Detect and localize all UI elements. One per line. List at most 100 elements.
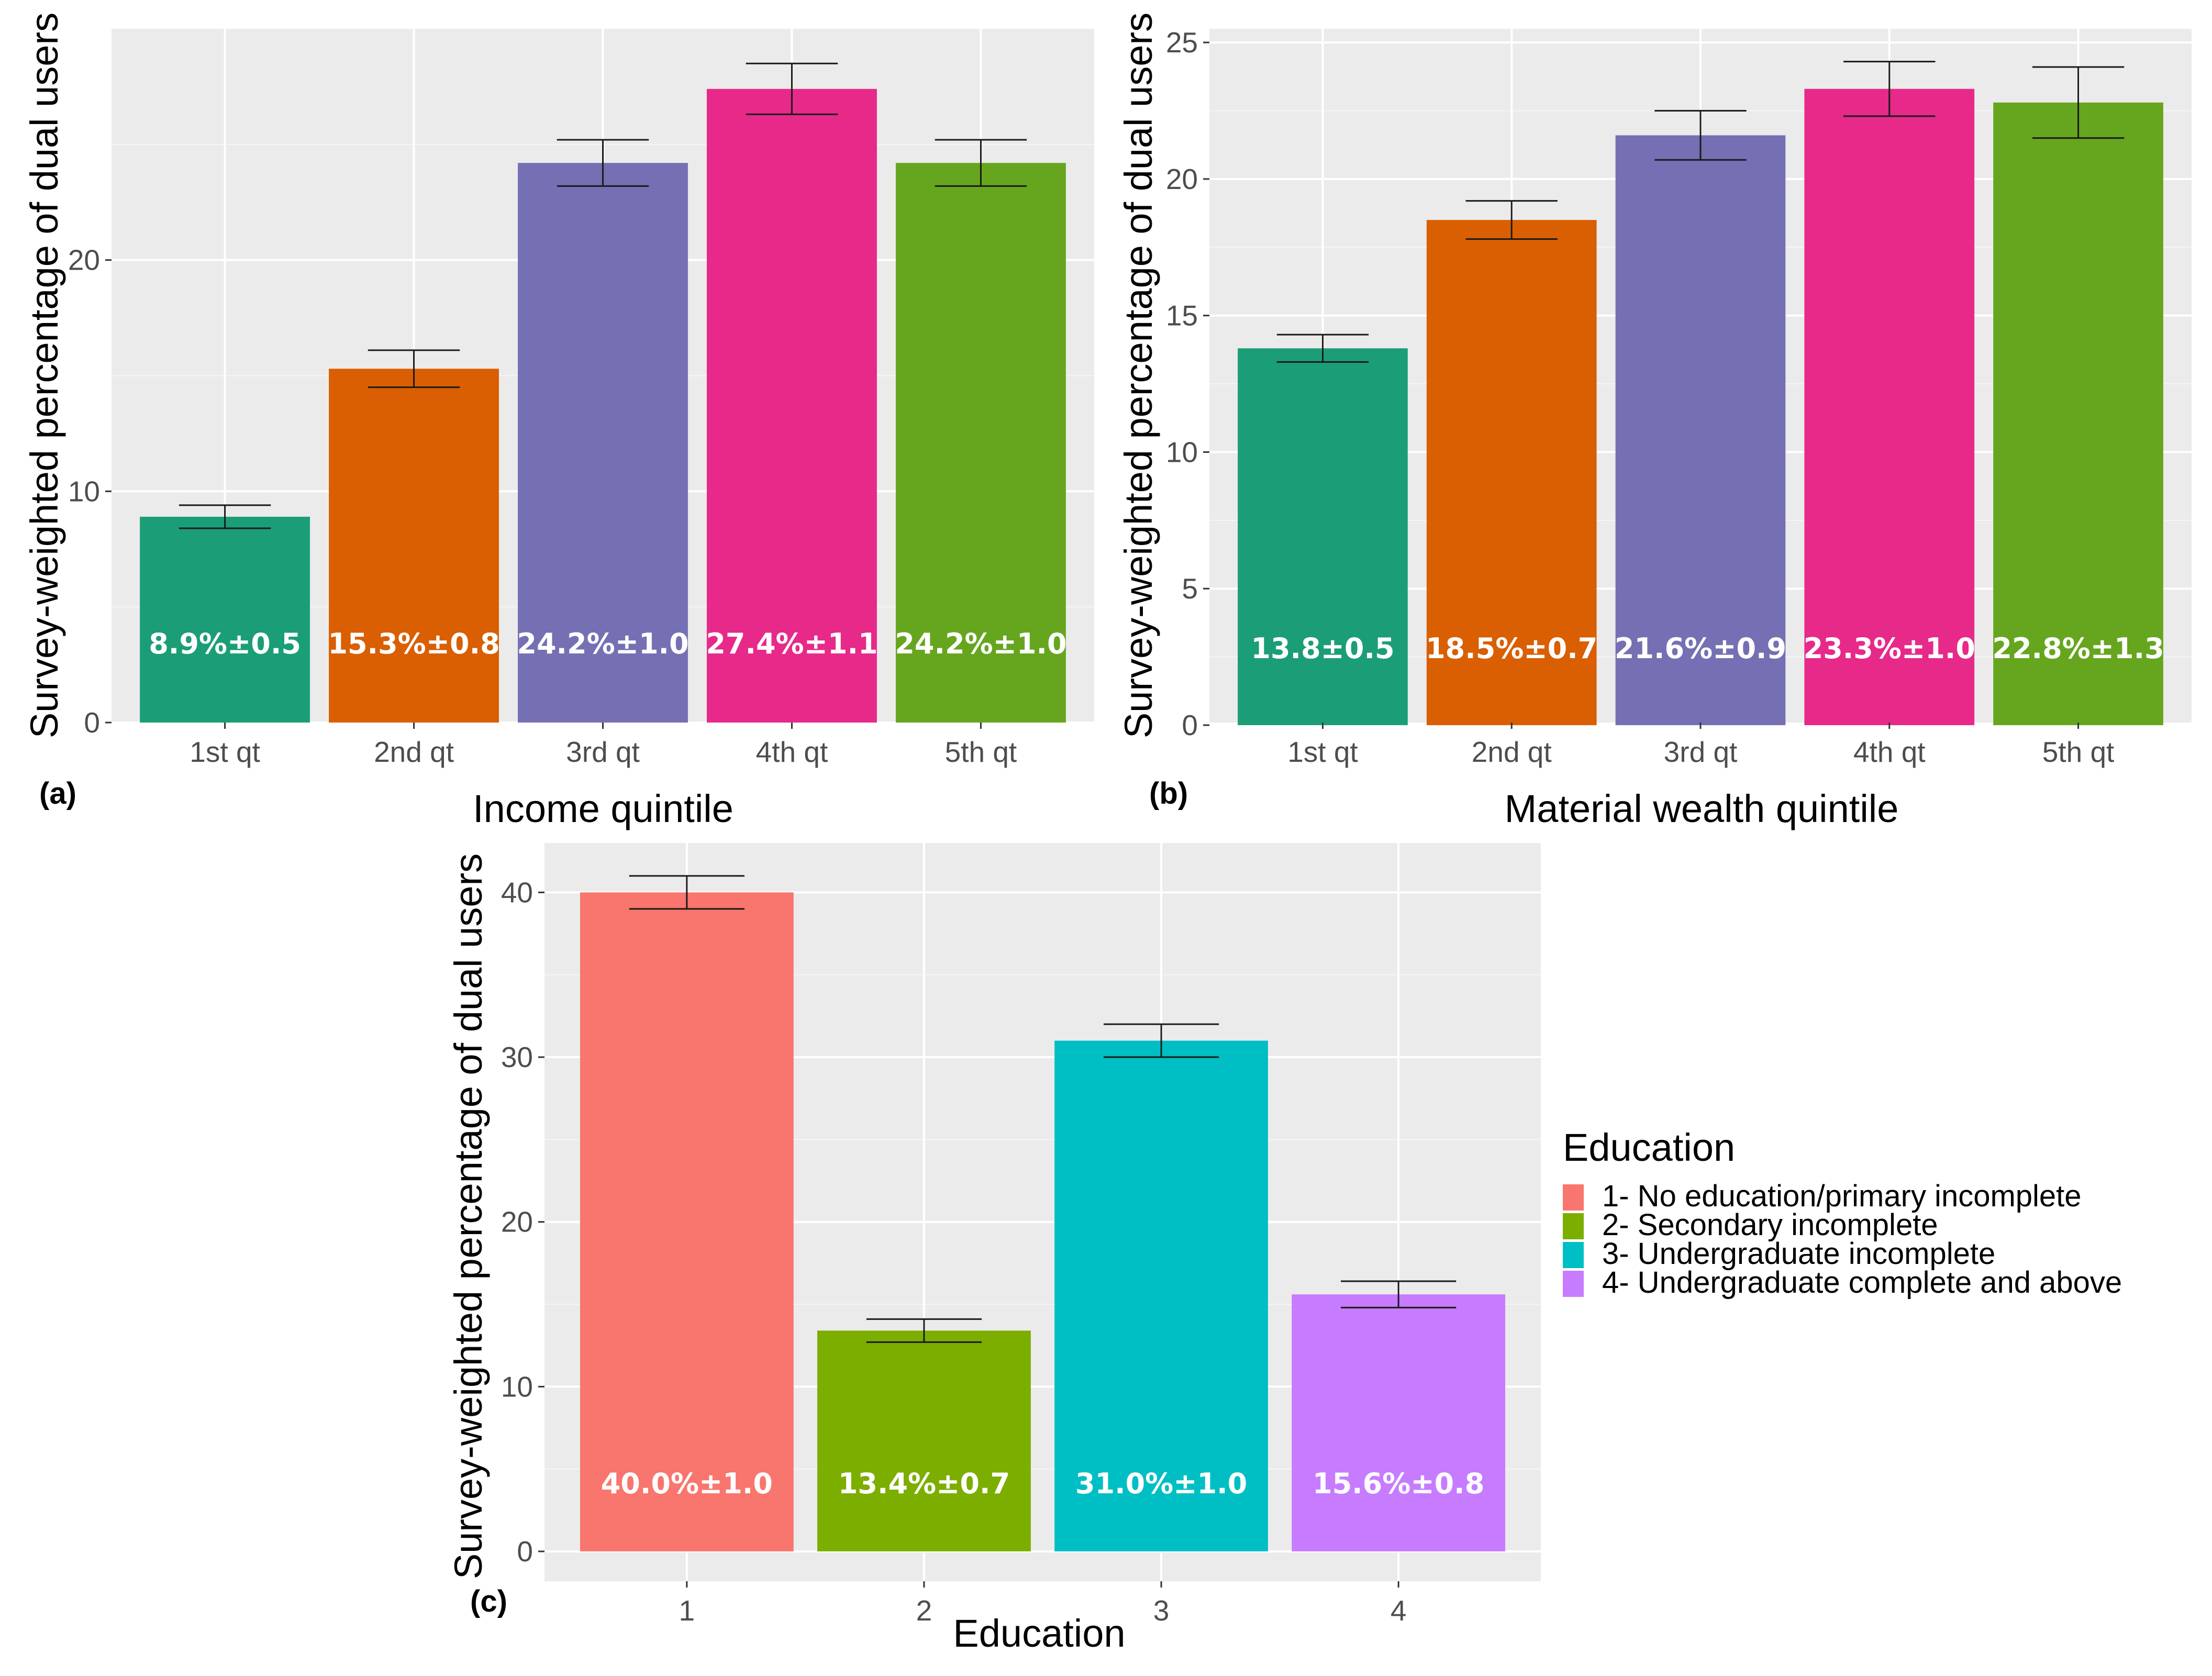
error-bar [368, 349, 460, 389]
error-bar [1465, 200, 1558, 240]
x-axis-title-a: Income quintile [473, 787, 733, 830]
legend-label: 1- No education/primary incomplete [1602, 1179, 2082, 1213]
data-label: 21.6%±0.9 [1615, 632, 1786, 665]
x-axis-b: 1st qt 2nd qt 3rd qt 4th qt 5th qt [1287, 723, 2114, 768]
panel-tag-c: (c) [470, 1584, 507, 1618]
y-axis-a: 0 10 20 [68, 244, 112, 739]
error-bar [1341, 1280, 1457, 1308]
legend-swatch [1563, 1242, 1584, 1268]
data-label: 8.9%±0.5 [149, 627, 301, 660]
x-axis-a: 1st qt 2nd qt 3rd qt 4th qt 5th qt [190, 723, 1017, 768]
x-tick-label: 5th qt [945, 736, 1017, 768]
legend-item: 4- Undergraduate complete and above [1563, 1266, 2122, 1300]
legend-label: 2- Secondary incomplete [1602, 1208, 1938, 1242]
y-tick-label: 20 [501, 1206, 533, 1238]
data-label: 15.6%±0.8 [1313, 1467, 1484, 1500]
legend-title: Education [1563, 1126, 1735, 1169]
y-axis-title-c: Survey-weighted percentage of dual users [447, 853, 490, 1579]
data-label: 31.0%±1.0 [1075, 1467, 1247, 1500]
x-tick-label: 3 [1153, 1594, 1170, 1627]
y-tick-label: 0 [517, 1535, 533, 1568]
y-tick-label: 10 [1166, 436, 1198, 468]
y-tick-label: 10 [501, 1370, 533, 1403]
data-label: 40.0%±1.0 [601, 1467, 773, 1500]
error-bar [2032, 66, 2125, 139]
legend-swatch [1563, 1213, 1584, 1239]
panel-b: 13.8±0.5 18.5%±0.7 21.6%±0.9 23.3%±1.0 22.8%… [1117, 13, 2192, 830]
y-tick-label: 0 [84, 706, 100, 739]
error-bar [866, 1318, 982, 1343]
x-tick-label: 1st qt [1287, 736, 1358, 768]
y-axis-title-b: Survey-weighted percentage of dual users [1117, 13, 1160, 738]
data-label: 24.2%±1.0 [895, 627, 1066, 660]
legend-item: 3- Undergraduate incomplete [1563, 1237, 1995, 1271]
legend-education: Education 1- No education/primary incomp… [1563, 1126, 2122, 1300]
bar-4 [1292, 1294, 1506, 1551]
y-tick-label: 20 [68, 244, 100, 276]
error-bar [746, 62, 838, 115]
y-tick-label: 10 [68, 475, 100, 507]
bars-c: 40.0%±1.0 13.4%±0.7 31.0%±1.0 15.6%±0.8 [580, 875, 1506, 1551]
data-label: 15.3%±0.8 [328, 627, 499, 660]
x-tick-label: 3rd qt [1664, 736, 1738, 768]
error-bar [557, 139, 649, 187]
panel-tag-b: (b) [1149, 776, 1188, 811]
data-label: 18.5%±0.7 [1426, 632, 1597, 665]
bar-3rd-qt [1615, 135, 1786, 726]
x-axis-title-c: Education [953, 1612, 1125, 1655]
bar-5th-qt [1993, 102, 2163, 726]
data-label: 13.8±0.5 [1251, 632, 1394, 665]
bar-4th-qt [707, 88, 877, 723]
x-axis-title-b: Material wealth quintile [1505, 787, 1899, 830]
x-tick-label: 2 [916, 1594, 932, 1627]
x-tick-label: 4th qt [1853, 736, 1926, 768]
bars-a: 8.9%±0.5 15.3%±0.8 24.2%±1.0 27.4%±1.1 24.2%… [140, 62, 1067, 723]
error-bar [629, 875, 744, 910]
x-tick-label: 1 [679, 1594, 695, 1627]
legend-item: 2- Secondary incomplete [1563, 1208, 1938, 1242]
data-label: 27.4%±1.1 [706, 627, 877, 660]
legend-label: 4- Undergraduate complete and above [1602, 1266, 2122, 1300]
y-tick-label: 0 [1182, 709, 1198, 741]
data-label: 22.8%±1.3 [1992, 632, 2164, 665]
y-tick-label: 30 [501, 1041, 533, 1073]
x-tick-label: 2nd qt [374, 736, 454, 768]
x-tick-label: 1st qt [190, 736, 260, 768]
legend-swatch [1563, 1184, 1584, 1211]
bar-4th-qt [1804, 88, 1975, 725]
legend-swatch [1563, 1271, 1584, 1297]
error-bar [1654, 109, 1747, 161]
bars-b: 13.8±0.5 18.5%±0.7 21.6%±0.9 23.3%±1.0 22.8%… [1238, 61, 2164, 726]
bar-3 [1054, 1040, 1268, 1551]
error-bar [179, 504, 271, 529]
panel-a: 8.9%±0.5 15.3%±0.8 24.2%±1.0 27.4%±1.1 24.2%… [23, 13, 1094, 830]
data-label: 13.4%±0.7 [838, 1467, 1010, 1500]
x-tick-label: 3rd qt [566, 736, 640, 768]
y-tick-label: 40 [501, 876, 533, 908]
panel-tag-a: (a) [39, 776, 76, 811]
data-label: 23.3%±1.0 [1804, 632, 1975, 665]
legend-item: 1- No education/primary incomplete [1563, 1179, 2082, 1213]
x-tick-label: 5th qt [2042, 736, 2115, 768]
error-bar [1843, 61, 1936, 117]
y-tick-label: 25 [1166, 26, 1198, 59]
legend-label: 3- Undergraduate incomplete [1602, 1237, 1995, 1271]
bar-1 [580, 892, 794, 1551]
y-tick-label: 15 [1166, 299, 1198, 332]
bar-3rd-qt [518, 163, 688, 723]
x-tick-label: 4 [1391, 1594, 1407, 1627]
y-tick-label: 5 [1182, 572, 1198, 605]
error-bar [1103, 1023, 1219, 1058]
bar-2nd-qt [329, 369, 499, 723]
x-tick-label: 4th qt [756, 736, 828, 768]
bar-1st-qt [140, 516, 310, 723]
error-bar [935, 139, 1027, 187]
error-bar [1276, 334, 1369, 363]
bar-5th-qt [895, 163, 1066, 723]
bar-2nd-qt [1426, 220, 1597, 726]
y-axis-title-a: Survey-weighted percentage of dual users [23, 13, 66, 738]
y-axis-c: 0 10 20 30 40 [501, 876, 544, 1568]
x-axis-c: 1 2 3 4 [679, 1581, 1407, 1627]
